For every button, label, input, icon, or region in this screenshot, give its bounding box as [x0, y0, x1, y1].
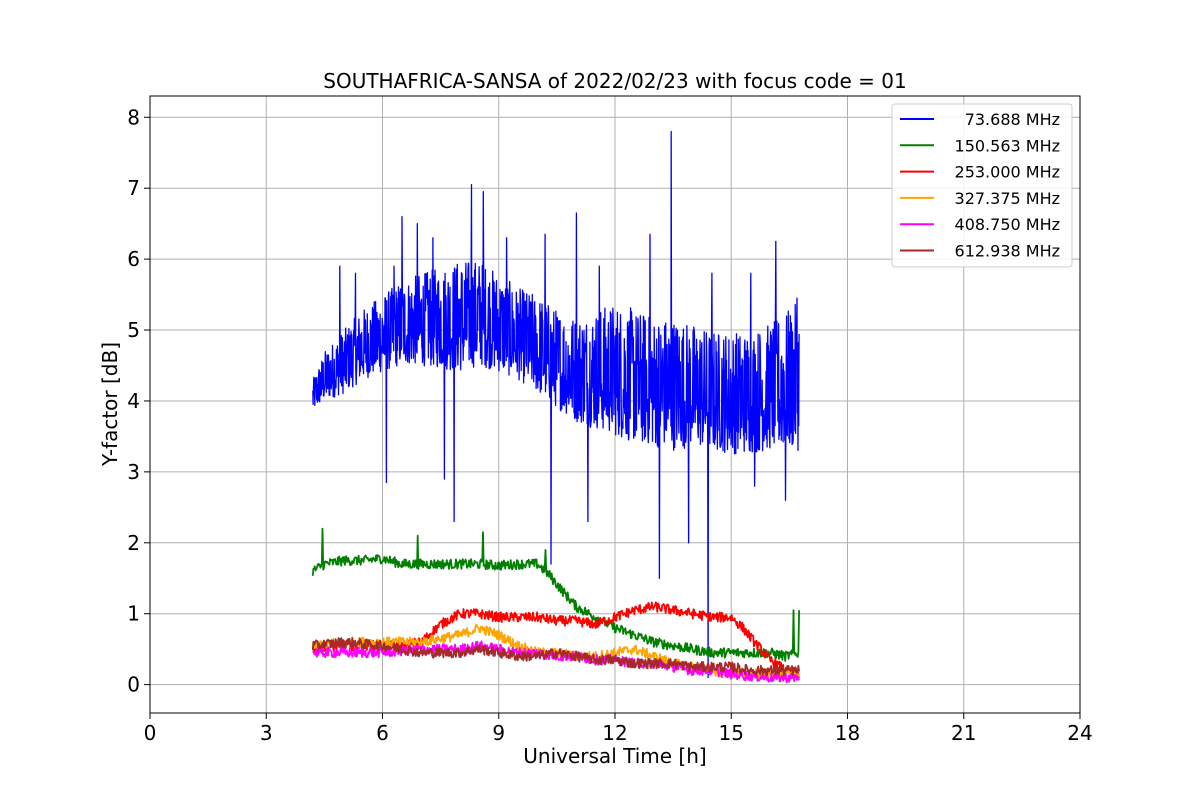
y-tick-label: 6 — [127, 247, 140, 271]
series-1 — [311, 527, 800, 662]
x-tick-label: 3 — [260, 721, 273, 745]
x-tick-label: 12 — [602, 721, 627, 745]
series-line — [311, 527, 800, 662]
y-tick-label: 1 — [127, 602, 140, 626]
legend-label: 408.750 MHz — [955, 215, 1060, 234]
y-tick-label: 2 — [127, 531, 140, 555]
legend-label: 73.688 MHz — [965, 110, 1060, 129]
y-tick-label: 8 — [127, 105, 140, 129]
x-axis-label: Universal Time [h] — [523, 744, 706, 768]
y-tick-label: 7 — [127, 176, 140, 200]
y-tick-label: 3 — [127, 460, 140, 484]
x-tick-label: 0 — [144, 721, 157, 745]
series-line — [311, 637, 800, 677]
legend-box — [891, 103, 1073, 268]
x-tick-label: 21 — [951, 721, 976, 745]
plot-area — [311, 130, 800, 684]
x-tick-label: 6 — [376, 721, 389, 745]
legend-label: 253.000 MHz — [955, 163, 1060, 182]
x-tick-label: 9 — [492, 721, 505, 745]
x-tick-label: 18 — [835, 721, 860, 745]
x-tick-label: 15 — [719, 721, 744, 745]
legend-label: 612.938 MHz — [955, 242, 1060, 261]
legend: 73.688 MHz 150.563 MHz 253.000 MHz 327.375 … — [891, 103, 1073, 268]
series-line — [312, 130, 800, 679]
y-tick-label: 0 — [127, 673, 140, 697]
y-tick-label: 4 — [127, 389, 140, 413]
y-axis: 0 1 2 3 4 5 6 7 8 — [127, 105, 150, 697]
series-5 — [311, 637, 800, 677]
x-axis: 0 3 6 9 12 15 18 21 24 — [144, 713, 1093, 745]
chart-title: SOUTHAFRICA-SANSA of 2022/02/23 with foc… — [323, 69, 907, 93]
legend-label: 327.375 MHz — [955, 189, 1060, 208]
series-0 — [312, 130, 800, 679]
y-axis-label: Y-factor [dB] — [98, 342, 122, 467]
x-tick-label: 24 — [1067, 721, 1092, 745]
y-tick-label: 5 — [127, 318, 140, 342]
legend-label: 150.563 MHz — [955, 136, 1060, 155]
